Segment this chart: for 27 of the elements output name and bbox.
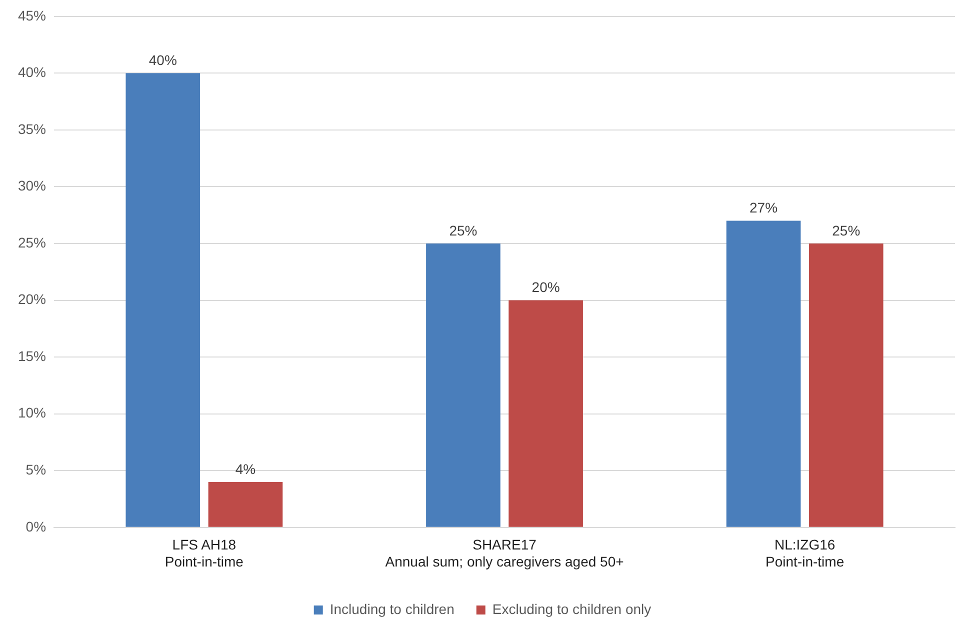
data-label: 4% [235, 460, 256, 477]
x-tick-label: SHARE17 Annual sum; only caregivers aged 50+ [385, 536, 624, 570]
bar [726, 220, 801, 527]
y-tick-label: 35% [18, 120, 46, 137]
bar [508, 300, 583, 527]
y-tick-label: 40% [18, 64, 46, 80]
data-label: 27% [750, 200, 778, 216]
x-tick-label: NL:IZG16 Point-in-time [766, 536, 844, 570]
data-label: 25% [449, 222, 478, 238]
y-tick-label: 5% [26, 461, 46, 478]
bar [208, 482, 283, 527]
data-label: 20% [532, 279, 560, 296]
bar [808, 244, 884, 527]
x-tick-label: LFS AH18 Point-in-time [164, 536, 244, 570]
y-tick-label: 25% [18, 234, 46, 250]
y-tick-label: 15% [18, 348, 46, 364]
y-tick-label: 20% [18, 291, 46, 308]
y-tick-label: 0% [26, 518, 46, 534]
data-label: 25% [832, 222, 860, 238]
data-label: 40% [148, 52, 177, 68]
legend-label: Including to children [330, 600, 454, 617]
y-tick-label: 30% [18, 178, 46, 194]
bar [426, 244, 500, 527]
y-tick-label: 45% [18, 7, 46, 24]
bar [126, 73, 200, 527]
legend-label: Excluding to children only [492, 600, 652, 617]
y-tick-label: 10% [18, 404, 46, 421]
